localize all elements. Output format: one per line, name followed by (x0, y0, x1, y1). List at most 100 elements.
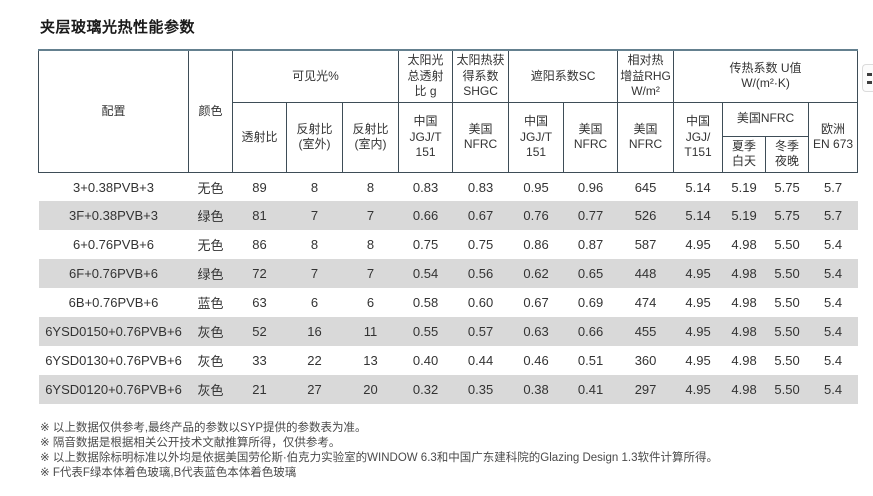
group-header-shading-coefficient: 遮阳系数SC (508, 49, 619, 103)
table-cell: 0.41 (577, 382, 604, 398)
table-cell: 5.4 (824, 295, 843, 311)
table-cell: 4.95 (685, 237, 711, 253)
table-cell: 11 (363, 324, 378, 340)
table-cell: 0.95 (523, 179, 549, 195)
table-cell: 5.14 (685, 208, 711, 224)
table-cell: 0.51 (577, 353, 604, 369)
table-cell: 0.62 (523, 266, 549, 282)
table-cell: 灰色 (197, 383, 224, 399)
table-cell: 5.7 (824, 208, 843, 224)
footnote-line: ※ 以上数据仅供参考,最终产品的参数以SYP提供的参数表为准。 (40, 422, 367, 435)
table-cell: 360 (634, 353, 657, 369)
table-row: 6YSD0150+0.76PVB+6 灰色 52 16 11 0.55 0.57 0.63 0.… (38, 317, 858, 347)
table-cell: 蓝色 (197, 296, 224, 312)
table-cell: 5.75 (774, 208, 800, 224)
performance-table: 配置 颜色 可见光% 太阳光 总透射 比 g 太阳热获 得系数 SHGC 遮阳系… (38, 49, 859, 405)
table-cell: 4.95 (685, 295, 711, 311)
table-cell: 4.95 (685, 353, 711, 369)
table-cell: 7 (310, 208, 319, 224)
table-cell: 6YSD0130+0.76PVB+6 (45, 353, 182, 369)
group-header-shgc: 太阳热获 得系数 SHGC (452, 49, 510, 103)
group-header-relative-heat-gain: 相对热 增益RHG W/m² (617, 49, 675, 103)
table-cell: 4.95 (685, 266, 711, 282)
subheader-u-summer-day: 夏季 白天 (722, 135, 767, 173)
table-cell: 5.4 (824, 353, 843, 369)
floating-side-widget[interactable] (862, 64, 873, 92)
table-cell: 0.55 (412, 324, 439, 340)
subheader-u-eu-en673: 欧洲 EN 673 (808, 101, 859, 173)
table-cell: 5.50 (774, 295, 800, 311)
table-body: 3+0.38PVB+3 无色 89 8 8 0.83 0.83 0.95 0.96 645 5.14… (38, 172, 858, 405)
table-cell: 0.83 (467, 179, 494, 195)
table-cell: 3+0.38PVB+3 (73, 179, 154, 195)
table-cell: 无色 (197, 180, 224, 196)
subheader-u-us-nfrc: 美国NFRC (722, 101, 810, 137)
table-cell: 0.96 (577, 179, 604, 195)
table-row: 6YSD0130+0.76PVB+6 灰色 33 22 13 0.40 0.44 0.46 0.… (39, 346, 858, 375)
table-cell: 0.67 (523, 295, 549, 311)
table-cell: 5.50 (774, 324, 800, 340)
table-row: 6YSD0120+0.76PVB+6 灰色 21 27 20 0.32 0.35 0.38 0.… (38, 375, 858, 405)
footnote-line: ※ F代表F绿本体着色玻璃,B代表蓝色本体着色玻璃 (40, 467, 297, 480)
table-cell: 灰色 (197, 354, 224, 370)
table-cell: 8 (310, 237, 319, 253)
subheader-reflectance-indoor: 反射比 (室内) (341, 101, 400, 173)
table-cell: 5.50 (774, 266, 800, 282)
table-cell: 4.98 (731, 324, 757, 340)
table-cell: 526 (634, 208, 657, 224)
table-cell: 0.77 (577, 208, 604, 224)
footnotes: ※ 以上数据仅供参考,最终产品的参数以SYP提供的参数表为准。 ※ 隔音数据是根… (40, 421, 873, 481)
table-cell: 33 (252, 353, 267, 369)
col-header-color: 颜色 (188, 49, 233, 173)
table-cell: 20 (363, 382, 378, 398)
table-cell: 52 (252, 324, 267, 340)
group-header-solar-transmittance: 太阳光 总透射 比 g (398, 49, 454, 103)
table-cell: 6B+0.76PVB+6 (68, 295, 159, 311)
subheader-u-cn-jgj: 中国 JGJ/ T151 (673, 101, 724, 173)
table-cell: 4.98 (731, 382, 757, 398)
table-cell: 0.32 (412, 382, 439, 398)
table-cell: 5.50 (774, 237, 800, 253)
table-cell: 4.98 (731, 353, 757, 369)
table-cell: 8 (366, 179, 375, 195)
table-cell: 绿色 (197, 267, 224, 283)
subheader-rhg-us-nfrc: 美国 NFRC (617, 101, 675, 173)
table-cell: 5.19 (731, 179, 757, 195)
table-cell: 5.75 (774, 179, 800, 195)
table-cell: 0.66 (412, 208, 439, 224)
table-cell: 0.76 (523, 208, 549, 224)
table-cell: 5.14 (685, 179, 711, 195)
widget-text-mark (867, 80, 872, 84)
table-cell: 0.38 (523, 382, 549, 398)
table-cell: 0.67 (467, 208, 494, 224)
table-cell: 0.57 (467, 324, 494, 340)
table-cell: 16 (307, 324, 322, 340)
table-cell: 4.95 (685, 324, 711, 340)
table-cell: 3F+0.38PVB+3 (69, 208, 158, 224)
table-cell: 448 (634, 266, 657, 282)
widget-text-mark (867, 72, 872, 76)
table-cell: 455 (634, 324, 657, 340)
table-cell: 6+0.76PVB+6 (73, 237, 154, 253)
table-cell: 297 (634, 382, 657, 398)
table-cell: 8 (366, 237, 375, 253)
table-cell: 587 (634, 237, 657, 253)
group-header-visible-light: 可见光% (231, 49, 400, 103)
table-cell: 6YSD0150+0.76PVB+6 (45, 324, 182, 340)
table-cell: 5.4 (824, 382, 843, 398)
subheader-reflectance-outdoor: 反射比 (室外) (286, 101, 343, 173)
table-cell: 5.7 (824, 179, 843, 195)
table-cell: 7 (366, 208, 375, 224)
table-cell: 0.56 (467, 266, 494, 282)
table-cell: 63 (252, 295, 267, 311)
table-cell: 6 (310, 295, 319, 311)
table-cell: 0.69 (577, 295, 604, 311)
col-header-config: 配置 (38, 49, 189, 173)
table-cell: 灰色 (197, 325, 224, 341)
table-cell: 0.75 (412, 237, 439, 253)
table-cell: 5.19 (731, 208, 757, 224)
subheader-sc-cn-jgj: 中国 JGJ/T 151 (508, 101, 565, 173)
table-cell: 13 (363, 353, 378, 369)
table-cell: 5.4 (824, 237, 843, 253)
table-cell: 0.86 (523, 237, 549, 253)
